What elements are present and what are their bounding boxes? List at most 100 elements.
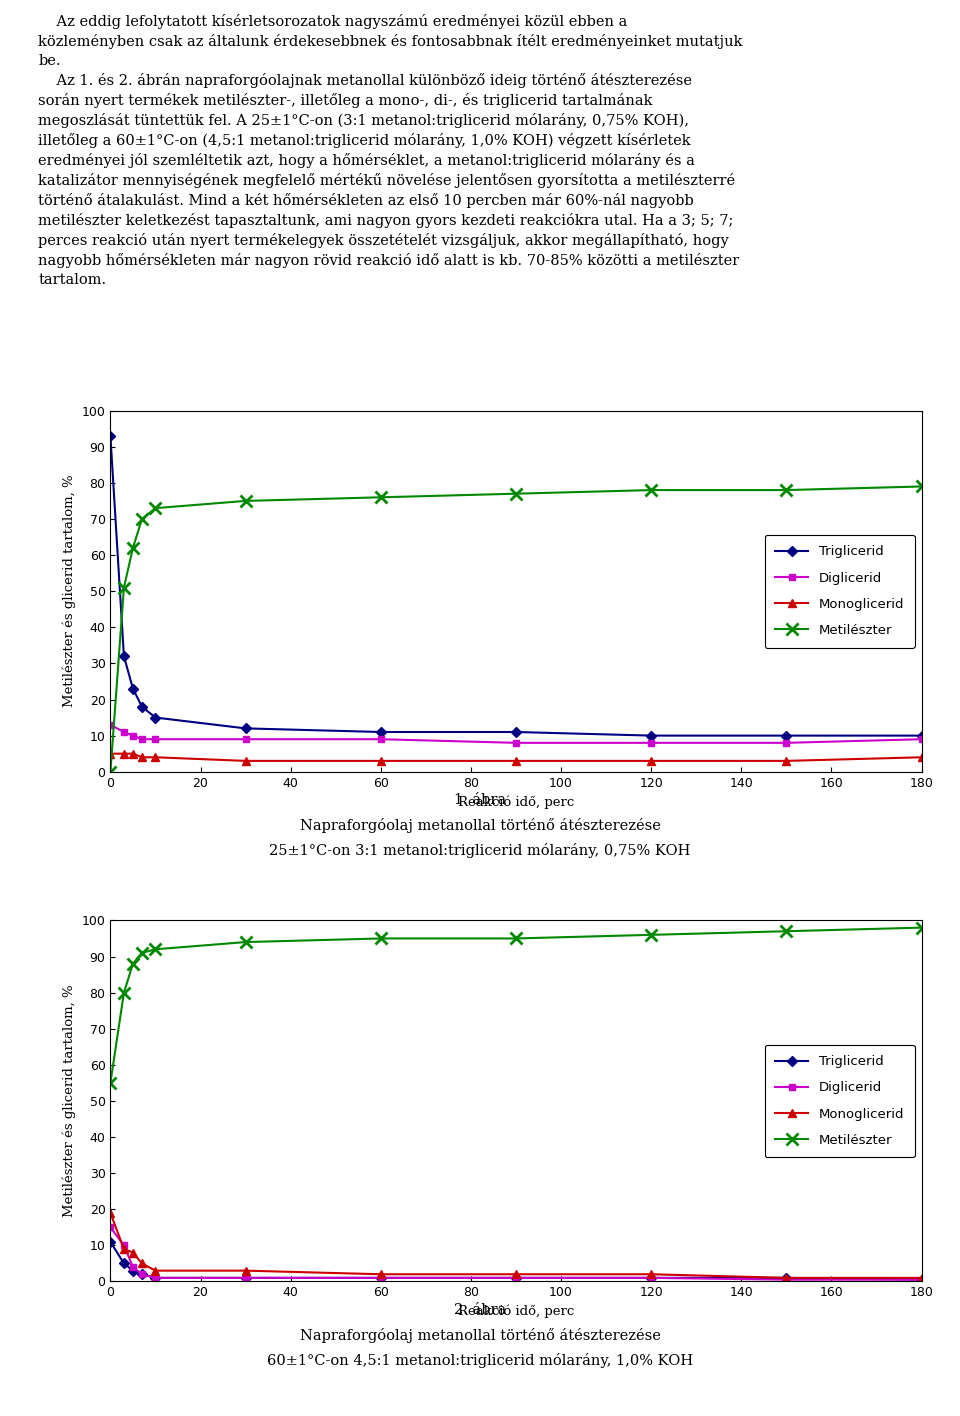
Monoglicerid [780,752,792,769]
Triglicerid [511,724,522,741]
Triglicerid [127,680,138,697]
Triglicerid [150,709,161,726]
Metilészter [511,486,522,503]
Diglicerid [780,1272,792,1289]
Metilészter [916,479,927,496]
Diglicerid [240,1269,252,1286]
Triglicerid [150,1269,161,1286]
Diglicerid [916,1272,927,1289]
Diglicerid [645,735,657,752]
Triglicerid [645,1269,657,1286]
Diglicerid [105,1219,116,1236]
Text: Napraforgóolaj metanollal történő átészterezése: Napraforgóolaj metanollal történő átészt… [300,818,660,833]
X-axis label: Reakció idő, perc: Reakció idő, perc [458,796,574,809]
Metilészter [105,1075,116,1092]
Triglicerid [105,428,116,445]
Monoglicerid [150,749,161,766]
Y-axis label: Metilészter és glicerid tartalom, %: Metilészter és glicerid tartalom, % [62,474,76,708]
Monoglicerid [240,1262,252,1279]
Diglicerid [118,1238,130,1255]
Metilészter [150,940,161,957]
Monoglicerid [511,1266,522,1283]
Text: 25±1°C-on 3:1 metanol:triglicerid mólarány, 0,75% KOH: 25±1°C-on 3:1 metanol:triglicerid mólará… [270,844,690,858]
Triglicerid [916,728,927,745]
Metilészter [127,539,138,556]
Diglicerid [127,1259,138,1276]
Diglicerid [105,716,116,733]
Metilészter [105,763,116,780]
Text: 1. ábra: 1. ábra [454,793,506,807]
Metilészter [375,489,387,506]
Metilészter [118,984,130,1001]
Legend: Triglicerid, Diglicerid, Monoglicerid, Metilészter: Triglicerid, Diglicerid, Monoglicerid, M… [765,535,915,647]
Diglicerid [136,1266,148,1283]
Metilészter [916,919,927,936]
Monoglicerid [375,1266,387,1283]
Triglicerid [105,1233,116,1250]
Metilészter [780,481,792,498]
Diglicerid [136,731,148,748]
Diglicerid [375,1269,387,1286]
Metilészter [150,500,161,517]
Triglicerid [375,724,387,741]
Line: Metilészter: Metilészter [105,922,927,1089]
Line: Monoglicerid: Monoglicerid [107,749,925,765]
Metilészter [118,579,130,596]
Monoglicerid [645,1266,657,1283]
Diglicerid [240,731,252,748]
Triglicerid [511,1269,522,1286]
Monoglicerid [118,745,130,762]
Metilészter [645,481,657,498]
Monoglicerid [136,1255,148,1272]
Diglicerid [127,728,138,745]
Line: Metilészter: Metilészter [105,481,927,777]
Triglicerid [780,728,792,745]
Monoglicerid [118,1240,130,1257]
Diglicerid [150,1269,161,1286]
Triglicerid [240,1269,252,1286]
Metilészter [375,930,387,947]
Diglicerid [645,1269,657,1286]
Monoglicerid [916,749,927,766]
Monoglicerid [511,752,522,769]
Legend: Triglicerid, Diglicerid, Monoglicerid, Metilészter: Triglicerid, Diglicerid, Monoglicerid, M… [765,1045,915,1157]
Diglicerid [916,731,927,748]
Triglicerid [780,1269,792,1286]
Metilészter [240,493,252,510]
Monoglicerid [240,752,252,769]
Diglicerid [511,1269,522,1286]
Monoglicerid [127,745,138,762]
Y-axis label: Metilészter és glicerid tartalom, %: Metilészter és glicerid tartalom, % [62,984,76,1218]
Monoglicerid [780,1269,792,1286]
Text: Az eddig lefolytatott kísérletsorozatok nagyszámú eredményei közül ebben a
közle: Az eddig lefolytatott kísérletsorozatok … [38,14,743,287]
Monoglicerid [105,1205,116,1222]
Triglicerid [118,647,130,664]
Diglicerid [780,735,792,752]
Monoglicerid [150,1262,161,1279]
Monoglicerid [105,745,116,762]
Diglicerid [150,731,161,748]
Line: Diglicerid: Diglicerid [107,721,925,746]
Triglicerid [916,1272,927,1289]
X-axis label: Reakció idő, perc: Reakció idő, perc [458,1306,574,1318]
Diglicerid [511,735,522,752]
Metilészter [780,923,792,940]
Monoglicerid [127,1245,138,1262]
Triglicerid [240,719,252,736]
Diglicerid [375,731,387,748]
Monoglicerid [916,1269,927,1286]
Metilészter [136,511,148,528]
Line: Monoglicerid: Monoglicerid [107,1209,925,1281]
Metilészter [136,944,148,961]
Diglicerid [118,724,130,741]
Triglicerid [127,1262,138,1279]
Line: Diglicerid: Diglicerid [107,1223,925,1283]
Triglicerid [645,728,657,745]
Triglicerid [136,698,148,715]
Text: 2. ábra: 2. ábra [454,1303,506,1317]
Monoglicerid [375,752,387,769]
Metilészter [127,956,138,973]
Line: Triglicerid: Triglicerid [107,1238,925,1283]
Metilészter [511,930,522,947]
Line: Triglicerid: Triglicerid [107,432,925,739]
